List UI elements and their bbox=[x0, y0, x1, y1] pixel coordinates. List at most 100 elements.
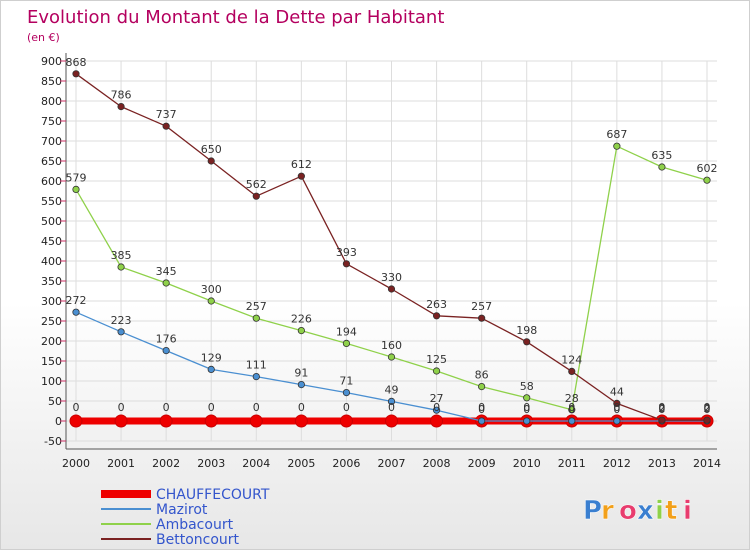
data-label: 2 bbox=[704, 402, 711, 415]
data-label: 257 bbox=[471, 300, 492, 313]
data-label: 0 bbox=[163, 401, 170, 414]
data-point bbox=[478, 417, 486, 425]
data-label: 0 bbox=[433, 401, 440, 414]
data-label: 28 bbox=[565, 392, 579, 405]
data-label: 0 bbox=[704, 403, 711, 416]
legend-label-mazirot: Mazirot bbox=[156, 502, 208, 518]
data-point bbox=[387, 285, 396, 293]
data-point bbox=[432, 406, 441, 414]
data-label: 330 bbox=[381, 271, 402, 284]
data-point bbox=[207, 157, 215, 165]
data-point bbox=[613, 399, 621, 407]
data-point bbox=[117, 103, 125, 111]
data-point bbox=[523, 338, 531, 346]
data-label: 0 bbox=[298, 401, 305, 414]
data-label: 223 bbox=[111, 314, 132, 327]
data-point bbox=[339, 414, 353, 428]
logo-letter: i bbox=[683, 496, 692, 526]
x-tick-label: 2007 bbox=[378, 457, 406, 470]
data-label: 2 bbox=[658, 402, 665, 415]
data-point bbox=[294, 414, 308, 428]
logo-letter: o bbox=[619, 496, 637, 526]
y-tick-label: 150 bbox=[41, 355, 62, 368]
logo-letter: P bbox=[583, 496, 602, 526]
data-point bbox=[159, 414, 173, 428]
data-label: 49 bbox=[385, 383, 399, 396]
data-label: 71 bbox=[339, 375, 353, 388]
data-point bbox=[342, 260, 351, 268]
data-label: 0 bbox=[73, 401, 80, 414]
data-point bbox=[568, 367, 576, 375]
data-label: 0 bbox=[658, 401, 665, 414]
y-tick-label: 800 bbox=[41, 95, 62, 108]
data-label: 257 bbox=[246, 300, 267, 313]
data-point bbox=[252, 314, 260, 322]
data-point bbox=[478, 382, 486, 391]
data-label: 58 bbox=[520, 380, 534, 393]
x-tick-label: 2006 bbox=[332, 457, 360, 470]
y-tick-label: 450 bbox=[41, 235, 62, 248]
data-label: 0 bbox=[658, 403, 665, 416]
data-label: 0 bbox=[478, 401, 485, 414]
y-tick-label: 650 bbox=[41, 155, 62, 168]
data-point bbox=[297, 380, 305, 389]
data-label: 786 bbox=[111, 89, 132, 102]
x-tick-label: 2001 bbox=[107, 457, 135, 470]
data-point bbox=[703, 416, 711, 424]
data-label: 129 bbox=[201, 351, 222, 364]
data-label: 650 bbox=[201, 143, 222, 156]
data-label: 345 bbox=[156, 265, 177, 278]
data-point bbox=[658, 416, 666, 424]
data-point bbox=[703, 176, 711, 184]
data-point bbox=[297, 326, 305, 335]
data-point bbox=[658, 163, 666, 171]
y-tick-label: -50 bbox=[44, 435, 62, 448]
data-label: 125 bbox=[426, 353, 447, 366]
y-tick-label: 100 bbox=[41, 375, 62, 388]
series-lines bbox=[69, 70, 714, 428]
logo-letter: t bbox=[665, 496, 677, 526]
y-tick-label: 50 bbox=[48, 395, 62, 408]
data-point bbox=[385, 414, 398, 428]
x-tick-label: 2004 bbox=[242, 457, 270, 470]
x-tick-label: 2009 bbox=[468, 457, 496, 470]
data-label: 737 bbox=[156, 108, 177, 121]
data-label: 393 bbox=[336, 246, 357, 259]
x-tick-label: 2008 bbox=[423, 457, 451, 470]
data-point bbox=[430, 414, 444, 428]
data-point bbox=[387, 397, 396, 405]
data-point bbox=[117, 263, 125, 271]
data-label: 0 bbox=[478, 403, 485, 416]
grid bbox=[66, 60, 717, 442]
logo-letter: i bbox=[655, 496, 664, 526]
x-tick-label: 2002 bbox=[152, 457, 180, 470]
data-label: 612 bbox=[291, 158, 312, 171]
data-label: 868 bbox=[66, 56, 87, 69]
data-label: 0 bbox=[613, 403, 620, 416]
data-point bbox=[387, 353, 396, 361]
x-tick-label: 2011 bbox=[558, 457, 586, 470]
data-point bbox=[613, 417, 621, 425]
y-tick-label: 400 bbox=[41, 255, 62, 268]
data-label: 0 bbox=[568, 401, 575, 414]
data-label: 0 bbox=[523, 401, 530, 414]
data-point bbox=[204, 414, 218, 428]
data-point bbox=[568, 417, 576, 425]
data-point bbox=[432, 312, 441, 320]
data-point bbox=[523, 417, 531, 425]
data-label: 0 bbox=[388, 401, 395, 414]
data-label: 300 bbox=[201, 283, 222, 296]
data-label: 124 bbox=[561, 353, 582, 366]
data-label: 160 bbox=[381, 339, 402, 352]
data-label: 0 bbox=[704, 401, 711, 414]
y-tick-label: 750 bbox=[41, 115, 62, 128]
y-tick-label: 250 bbox=[41, 315, 62, 328]
data-point bbox=[523, 394, 531, 402]
y-tick-label: 600 bbox=[41, 175, 62, 188]
data-point bbox=[72, 70, 80, 78]
x-tick-label: 2013 bbox=[648, 457, 676, 470]
data-label: 0 bbox=[568, 403, 575, 416]
data-label: 44 bbox=[610, 385, 624, 398]
